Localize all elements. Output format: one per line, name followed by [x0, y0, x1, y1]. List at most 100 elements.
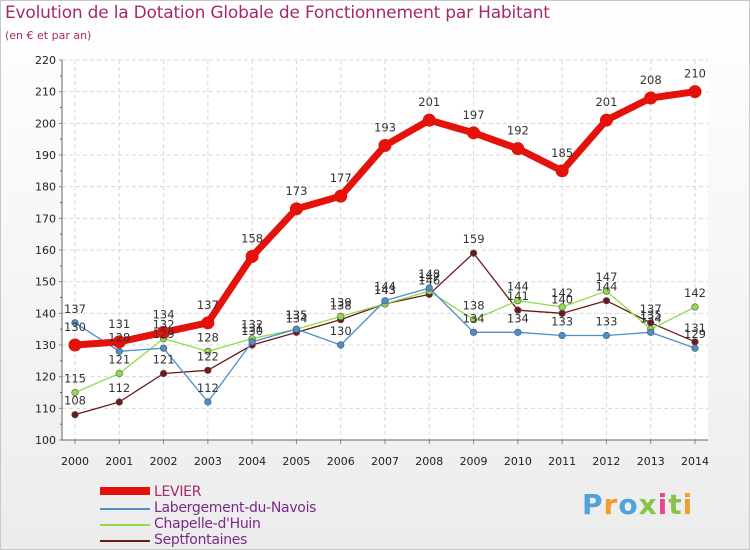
data-label: 108 [64, 394, 86, 408]
data-label: 135 [640, 308, 662, 322]
data-label: 112 [108, 381, 130, 395]
data-point [204, 347, 212, 355]
legend-swatch [100, 487, 150, 495]
data-label: 134 [285, 311, 307, 325]
y-tick-label: 130 [35, 339, 56, 352]
legend-label: Chapelle-d'Huin [154, 516, 261, 532]
data-label: 142 [551, 286, 573, 300]
x-tick-label: 2008 [415, 455, 443, 468]
y-tick-label: 160 [35, 244, 56, 257]
y-tick-label: 110 [35, 402, 56, 415]
x-tick-label: 2012 [592, 455, 620, 468]
data-label: 131 [108, 317, 130, 331]
data-label: 131 [684, 321, 706, 335]
data-label: 131 [241, 321, 263, 335]
y-tick-label: 210 [35, 86, 56, 99]
legend-label: Septfontaines [154, 532, 248, 548]
data-label: 192 [507, 124, 529, 138]
data-label: 159 [463, 232, 485, 246]
data-point [381, 297, 389, 305]
x-tick-label: 2000 [61, 455, 89, 468]
data-point [688, 85, 702, 99]
data-point [115, 398, 123, 406]
legend-item: LEVIER [100, 484, 400, 501]
y-tick-label: 170 [35, 212, 56, 225]
data-label: 129 [153, 327, 175, 341]
data-label: 130 [330, 324, 352, 338]
data-label: 112 [197, 381, 219, 395]
x-tick-label: 2014 [681, 455, 709, 468]
legend-item: Chapelle-d'Huin [100, 516, 400, 533]
data-label: 130 [64, 320, 86, 334]
data-point [71, 388, 79, 397]
data-label: 158 [241, 231, 263, 245]
data-point [115, 369, 123, 378]
data-label: 141 [507, 289, 529, 303]
data-point [204, 366, 212, 374]
y-tick-label: 220 [35, 54, 56, 67]
data-label: 137 [640, 302, 662, 316]
data-point [599, 113, 613, 127]
y-tick-label: 190 [35, 149, 56, 162]
legend-swatch [100, 540, 150, 542]
data-label: 142 [684, 286, 706, 300]
x-tick-label: 2007 [371, 455, 399, 468]
data-point [602, 297, 611, 305]
data-label: 128 [197, 330, 219, 344]
data-point [469, 316, 478, 324]
data-point [602, 287, 611, 295]
legend-item: Labergement-du-Navois [100, 500, 400, 517]
data-point [204, 398, 212, 406]
data-label: 138 [330, 299, 352, 313]
data-label: 144 [595, 280, 617, 294]
data-label: 144 [507, 280, 529, 294]
x-tick-label: 2005 [282, 455, 310, 468]
data-point [647, 328, 655, 336]
data-label: 197 [463, 108, 485, 122]
data-label: 115 [64, 372, 86, 386]
data-point [469, 328, 478, 336]
data-point [292, 325, 301, 333]
brand-letter: x [638, 488, 658, 521]
legend: LEVIER Labergement-du-Navois Chapelle-d'Hu… [100, 484, 400, 549]
data-label: 132 [153, 318, 175, 332]
data-label: 137 [64, 302, 86, 316]
y-tick-label: 180 [35, 181, 56, 194]
series-levier [68, 85, 702, 352]
y-tick-label: 150 [35, 276, 56, 289]
data-label: 143 [374, 283, 396, 297]
data-point [159, 344, 168, 352]
x-tick-label: 2001 [105, 455, 133, 468]
x-tick-label: 2006 [327, 455, 355, 468]
data-label: 210 [684, 67, 706, 81]
legend-swatch [100, 524, 150, 526]
data-point [71, 411, 79, 419]
data-point [112, 335, 126, 349]
x-tick-label: 2002 [150, 455, 178, 468]
data-point [71, 319, 79, 327]
data-label: 135 [285, 308, 307, 322]
data-label: 122 [197, 349, 219, 363]
data-point [248, 338, 256, 346]
data-point [558, 303, 566, 311]
x-tick-label: 2009 [460, 455, 488, 468]
data-label: 128 [108, 330, 130, 344]
data-point [68, 338, 82, 352]
y-tick-label: 140 [35, 307, 56, 320]
data-point [157, 325, 171, 339]
x-tick-label: 2013 [637, 455, 665, 468]
data-point [337, 312, 345, 321]
data-label: 130 [241, 324, 263, 338]
data-point [289, 202, 303, 216]
data-label: 132 [241, 318, 263, 332]
data-label: 147 [418, 270, 440, 284]
data-point [511, 142, 525, 156]
legend-label: Labergement-du-Navois [154, 500, 317, 516]
data-point [337, 341, 345, 349]
data-label: 134 [153, 307, 175, 321]
data-point [378, 139, 392, 152]
brand-letter: r [603, 488, 619, 521]
data-label: 193 [374, 121, 396, 135]
x-tick-label: 2010 [504, 455, 532, 468]
data-label: 134 [507, 311, 529, 325]
